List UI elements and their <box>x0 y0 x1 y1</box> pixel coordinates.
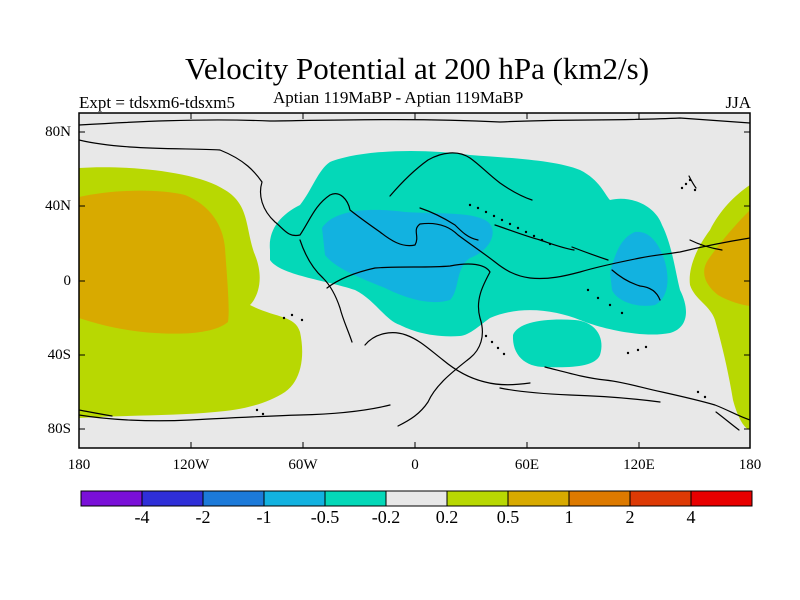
stronger-positive-region-right <box>704 210 750 306</box>
lon-label-120w: 120W <box>172 457 210 473</box>
lat-label-0: 0 <box>63 273 72 289</box>
lon-label-180-west: 180 <box>67 457 91 473</box>
stronger-negative-region-east <box>610 231 668 306</box>
lon-label-120e: 120E <box>623 457 655 473</box>
colorbar-label-10: 4 <box>686 507 696 527</box>
lat-tick-marks <box>79 131 750 430</box>
colorbar-label-5: -0.2 <box>371 507 401 527</box>
colorbar-label-1: -4 <box>134 507 150 527</box>
lat-label-80n: 80N <box>45 124 71 140</box>
negative-region-south <box>512 319 602 368</box>
colorbar-label-8: 1 <box>564 507 574 527</box>
colorbar-swatch-10 <box>629 490 692 507</box>
colorbar-swatch-11 <box>690 490 753 507</box>
colorbar-label-3: -1 <box>256 507 272 527</box>
stronger-negative-region-west <box>322 209 493 303</box>
colorbar-label-9: 2 <box>625 507 635 527</box>
stronger-positive-region-left <box>79 190 229 334</box>
colorbar-swatch-5 <box>324 490 387 507</box>
lat-label-40n: 40N <box>45 198 71 214</box>
experiment-label: Expt = tdsxm6-tdsxm5 <box>79 93 235 112</box>
colorbar-label-6: 0.2 <box>435 507 459 527</box>
plot-subtitle: Aptian 119MaBP - Aptian 119MaBP <box>273 88 524 107</box>
lon-label-60e: 60E <box>514 457 540 473</box>
colorbar-swatch-3 <box>202 490 265 507</box>
colorbar-swatch-2 <box>141 490 204 507</box>
colorbar-swatch-6 <box>385 490 448 507</box>
colorbar <box>80 490 753 507</box>
coastlines <box>79 117 750 431</box>
lon-tick-marks <box>78 113 751 448</box>
lon-label-180-east: 180 <box>738 457 762 473</box>
colorbar-swatch-7 <box>446 490 509 507</box>
colorbar-swatch-9 <box>568 490 631 507</box>
colorbar-swatch-4 <box>263 490 326 507</box>
lon-label-60w: 60W <box>288 457 318 473</box>
lat-label-80s: 80S <box>47 421 71 437</box>
colorbar-label-7: 0.5 <box>496 507 520 527</box>
season-label: JJA <box>725 93 751 112</box>
colorbar-label-2: -2 <box>195 507 211 527</box>
map-field <box>79 113 750 448</box>
colorbar-label-4: -0.5 <box>310 507 340 527</box>
plot-title: Velocity Potential at 200 hPa (km2/s) <box>184 51 650 86</box>
lat-label-40s: 40S <box>47 347 71 363</box>
lon-label-0: 0 <box>411 457 419 473</box>
colorbar-swatch-8 <box>507 490 570 507</box>
colorbar-swatch-1 <box>80 490 143 507</box>
island-markers <box>255 178 707 416</box>
